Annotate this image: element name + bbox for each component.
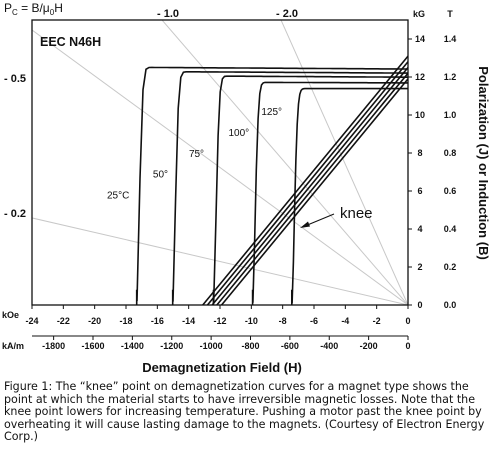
x-tick-label-kam: -600: [281, 341, 299, 351]
y-axis-label: Polarization (J) or Induction (B): [476, 66, 491, 260]
y-tick-label-tesla: 0.6: [444, 186, 457, 196]
x-unit-koe: kOe: [2, 310, 19, 320]
y-tick-label-kg: 8: [417, 148, 422, 158]
x-tick-label-kam: -1000: [200, 341, 223, 351]
y-tick-label-tesla: 0.8: [444, 148, 457, 158]
x-axis-label: Demagnetization Field (H): [142, 360, 302, 375]
b-curve: [202, 55, 408, 305]
x-unit-kam: kA/m: [2, 341, 24, 351]
pc-line: [280, 20, 408, 305]
x-tick-label-kam: -200: [360, 341, 378, 351]
y-tick-label-tesla: 0.0: [444, 300, 457, 310]
j-curve: [290, 87, 408, 305]
knee-arrow-head: [300, 221, 310, 228]
y-tick-label-kg: 14: [415, 34, 425, 44]
x-tick-label-kam: -800: [241, 341, 259, 351]
y-tick-label-tesla: 0.2: [444, 262, 457, 272]
knee-arrow-line: [304, 213, 335, 227]
pc-equation-label: PC = B/μ0H: [4, 1, 63, 17]
curve-label: 50°: [153, 170, 168, 181]
x-tick-label-koe: -16: [151, 316, 164, 326]
y-tick-label-kg: 0: [417, 300, 422, 310]
y-unit-tesla: T: [447, 9, 453, 19]
x-tick-label-kam: -1800: [42, 341, 65, 351]
pc-left-label-2: - 0.2: [4, 208, 26, 220]
pc-top-label-1: - 1.0: [157, 8, 179, 20]
x-tick-label-koe: -2: [373, 316, 381, 326]
x-tick-label-kam: -1200: [160, 341, 183, 351]
x-tick-label-kam: -1400: [121, 341, 144, 351]
x-tick-label-koe: -10: [245, 316, 258, 326]
b-curve: [220, 78, 408, 305]
curve-label: 75°: [189, 149, 204, 160]
curve-label: 100°: [228, 128, 249, 139]
x-tick-label-kam: -1600: [81, 341, 104, 351]
j-curve: [212, 75, 408, 305]
x-tick-label-koe: 0: [405, 316, 410, 326]
plot-frame: [31, 19, 409, 306]
x-tick-label-kam: 0: [405, 341, 410, 351]
pc-left-label-1: - 0.5: [4, 73, 26, 85]
pc-line: [32, 217, 408, 305]
x-tick-label-koe: -6: [310, 316, 318, 326]
x-tick-label-koe: -24: [25, 316, 38, 326]
pc-line: [161, 20, 408, 305]
y-tick-label-kg: 6: [417, 186, 422, 196]
curve-label: 25°C: [107, 191, 129, 202]
demag-curves: [135, 55, 408, 305]
y-tick-label-kg: 12: [415, 72, 425, 82]
x-tick-label-koe: -18: [119, 316, 132, 326]
j-curve: [135, 66, 408, 305]
x-tick-label-koe: -22: [57, 316, 70, 326]
y-tick-label-kg: 10: [415, 110, 425, 120]
j-curve: [251, 81, 408, 305]
curve-labels: 25°C 50° 75° 100° 125°: [107, 107, 282, 202]
y-tick-label-tesla: 0.4: [444, 224, 457, 234]
b-curve: [211, 66, 408, 305]
b-curve: [216, 72, 408, 305]
y-tick-label-tesla: 1.2: [444, 72, 457, 82]
y-tick-label-kg: 2: [417, 262, 422, 272]
x-tick-label-koe: -8: [279, 316, 287, 326]
knee-annotation: knee: [340, 205, 373, 222]
figure-caption: Figure 1: The “knee” point on demagnetiz…: [4, 380, 485, 443]
j-curve: [171, 71, 408, 305]
demagnetization-chart: -24 -22 -20 -18 -16 -14 -12 -10 -8 -6 -4 -2 0-1800 -1…: [2, 1, 491, 375]
x-tick-label-koe: -20: [88, 316, 101, 326]
pc-line: [32, 29, 408, 305]
y-tick-label-tesla: 1.0: [444, 110, 457, 120]
y-axis: 0 0.0 2 0.2 4 0.4 6 0.6 8 0.8 10 1.0 12 1.2 14 1.4: [408, 34, 456, 310]
permeance-coefficient-lines: [32, 20, 408, 305]
x-tick-label-koe: -12: [213, 316, 226, 326]
x-tick-label-koe: -4: [341, 316, 349, 326]
b-curve: [206, 61, 408, 305]
x-tick-label-kam: -400: [320, 341, 338, 351]
chart-title: EEC N46H: [40, 35, 101, 49]
x-tick-label-koe: -14: [182, 316, 195, 326]
curve-label: 125°: [261, 107, 282, 118]
y-tick-label-kg: 4: [417, 224, 422, 234]
y-unit-kg: kG: [413, 9, 425, 19]
pc-top-label-2: - 2.0: [276, 8, 298, 20]
y-tick-label-tesla: 1.4: [444, 34, 457, 44]
x-axis: -24 -22 -20 -18 -16 -14 -12 -10 -8 -6 -4 -2 0-1800 -1…: [25, 305, 411, 351]
